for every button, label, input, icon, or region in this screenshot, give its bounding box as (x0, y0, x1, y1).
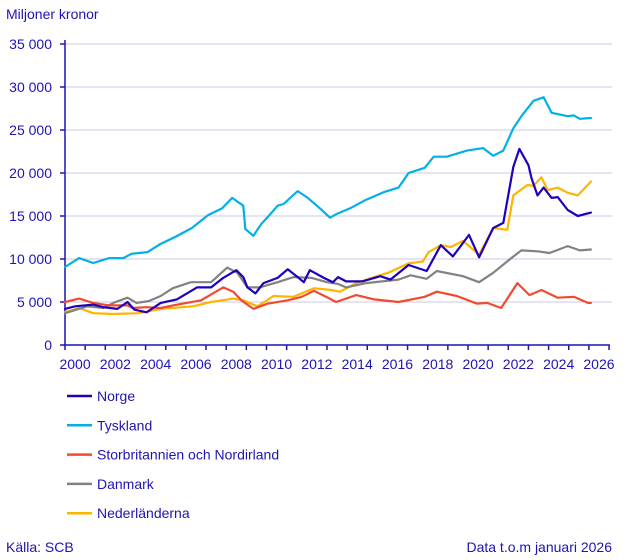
x-tick-label: 2002 (100, 356, 131, 372)
x-tick-label: 2020 (462, 356, 493, 372)
x-tick-label: 2012 (301, 356, 332, 372)
series-line-nederländerna (63, 176, 593, 316)
legend-label: Tyskland (97, 417, 152, 433)
data-note: Data t.o.m januari 2026 (466, 539, 612, 555)
series-line-tyskland (63, 96, 593, 269)
x-tick-label: 2014 (342, 356, 373, 372)
series-lines (63, 96, 593, 316)
x-tick-label: 2010 (261, 356, 292, 372)
series-line-norge (63, 147, 593, 314)
source-note: Källa: SCB (6, 539, 74, 555)
y-tick-label: 5 000 (17, 294, 52, 310)
legend-label: Storbritannien och Nordirland (97, 447, 279, 463)
legend-label: Danmark (97, 476, 155, 492)
x-tick-label: 2022 (503, 356, 534, 372)
x-tick-label: 2006 (180, 356, 211, 372)
y-tick-label: 0 (44, 337, 52, 353)
y-tick-label: 35 000 (9, 36, 52, 52)
x-tick-label: 2026 (583, 356, 614, 372)
legend-label: Norge (97, 388, 135, 404)
gridlines (65, 43, 612, 303)
x-tick-label: 2016 (382, 356, 413, 372)
y-tick-label: 20 000 (9, 165, 52, 181)
x-tick-label: 2024 (543, 356, 574, 372)
x-tick-label: 2008 (221, 356, 252, 372)
x-tick-label: 2004 (140, 356, 171, 372)
x-tick-label: 2018 (422, 356, 453, 372)
legend: Norge Tyskland Storbritannien och Nordirla… (67, 388, 279, 521)
series-line-danmark (63, 245, 593, 315)
legend-label: Nederländerna (97, 505, 190, 521)
y-tick-label: 25 000 (9, 122, 52, 138)
y-tick-label: 30 000 (9, 79, 52, 95)
series-line-storbritannien-och-nordirland (63, 282, 593, 310)
y-axis: 0 5 000 10 000 15 000 20 000 25 000 30 000 35 0… (9, 36, 66, 353)
y-tick-label: 10 000 (9, 251, 52, 267)
y-axis-title: Miljoner kronor (6, 6, 99, 22)
x-axis: 2000 2002 2004 2006 2008 2010 2012 2014 2016 2018… (59, 344, 615, 372)
y-tick-label: 15 000 (9, 208, 52, 224)
x-tick-label: 2000 (59, 356, 90, 372)
